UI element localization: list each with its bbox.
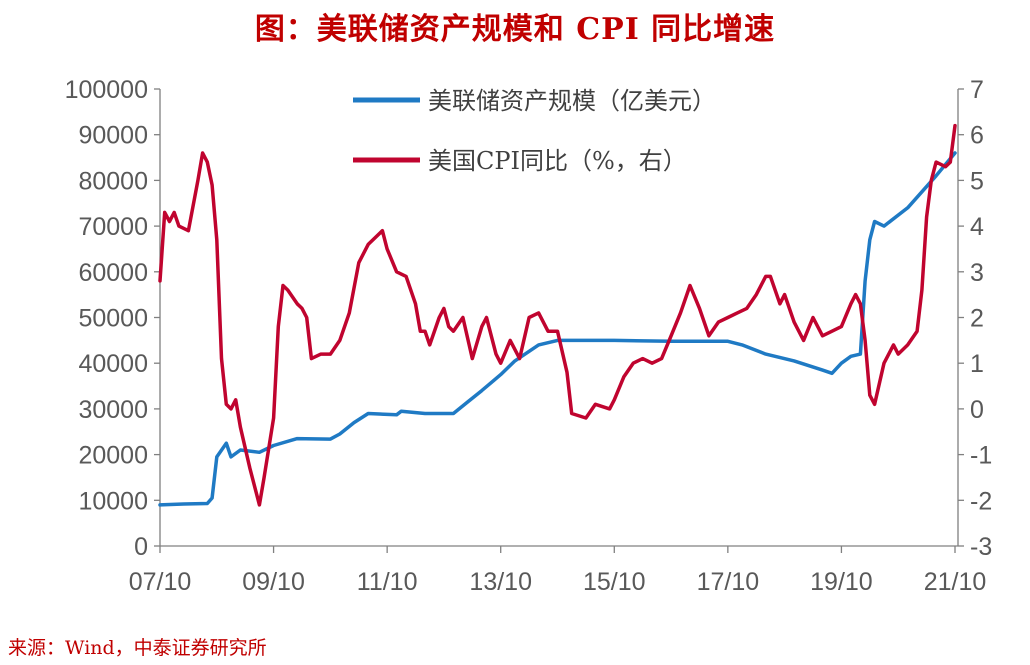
left-tick-label: 50000 (78, 305, 148, 333)
left-tick-label: 0 (134, 533, 148, 561)
x-tick-label: 17/10 (697, 568, 760, 596)
right-tick-label: -3 (970, 533, 992, 561)
x-tick-label: 13/10 (469, 568, 532, 596)
left-tick-label: 10000 (78, 487, 148, 515)
left-tick-label: 80000 (78, 167, 148, 195)
right-tick-label: -2 (970, 487, 992, 515)
x-tick-label: 11/10 (357, 568, 418, 596)
right-tick-label: 1 (970, 350, 984, 378)
right-tick-label: 4 (970, 213, 984, 241)
left-tick-label: 20000 (78, 442, 148, 470)
fed-assets-line (158, 151, 957, 507)
x-tick-label: 21/10 (924, 568, 987, 596)
right-tick-label: 3 (970, 259, 984, 287)
x-tick-label: 09/10 (242, 568, 305, 596)
right-tick-label: 0 (970, 396, 984, 424)
left-tick-label: 100000 (65, 76, 148, 104)
left-tick-label: 30000 (78, 396, 148, 424)
x-tick-label: 07/10 (129, 568, 192, 596)
left-tick-label: 40000 (78, 350, 148, 378)
cpi-line (158, 123, 957, 507)
right-tick-label: 7 (970, 76, 984, 104)
right-tick-label: 2 (970, 305, 984, 333)
x-tick-label: 19/10 (810, 568, 873, 596)
legend-label: 美国CPI同比（%，右） (428, 147, 687, 175)
left-tick-label: 70000 (78, 213, 148, 241)
legend-label: 美联储资产规模（亿美元） (428, 87, 716, 115)
right-tick-label: 6 (970, 122, 984, 150)
x-tick-label: 15/10 (583, 568, 646, 596)
left-tick-label: 60000 (78, 259, 148, 287)
right-tick-label: -1 (970, 442, 992, 470)
source-note: 来源：Wind，中泰证券研究所 (8, 637, 267, 659)
left-tick-label: 90000 (78, 122, 148, 150)
chart-title: 图：美联储资产规模和 CPI 同比增速 (254, 12, 776, 47)
right-tick-label: 5 (970, 167, 984, 195)
